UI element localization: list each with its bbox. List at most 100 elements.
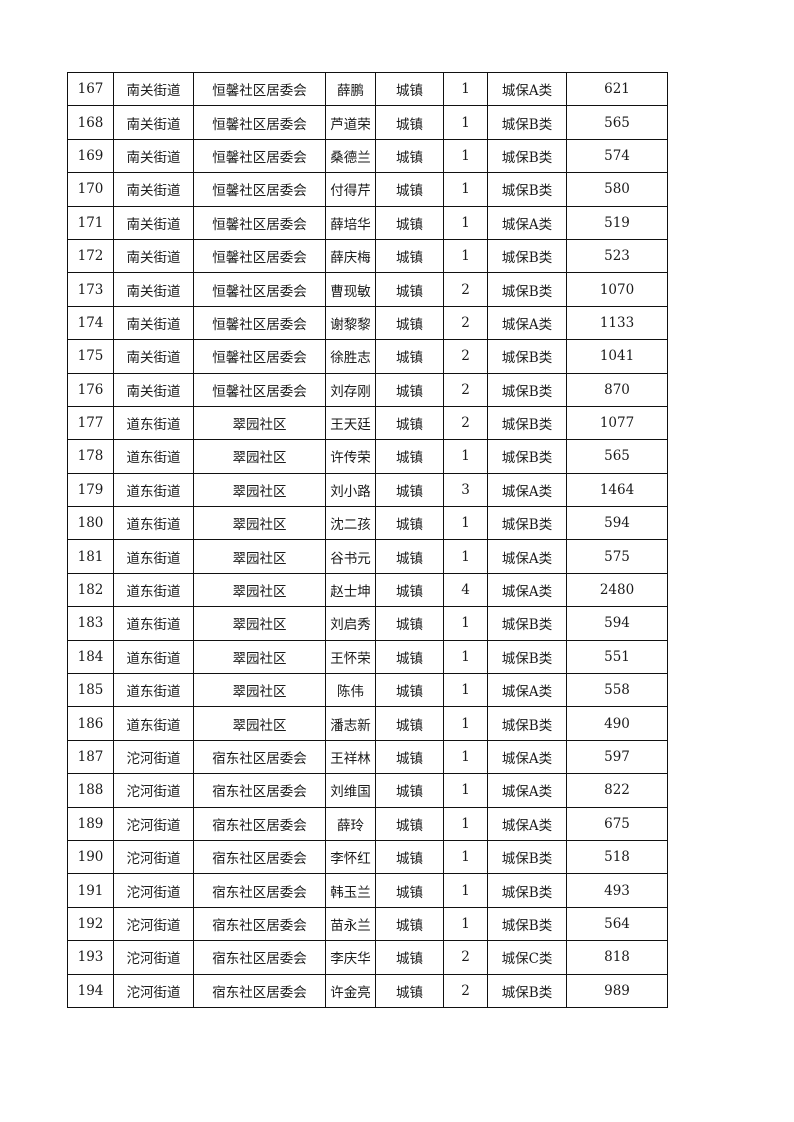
cell-community: 宿东社区居委会 <box>193 906 326 942</box>
cell-name: 许金亮 <box>325 973 376 1008</box>
cell-subdistrict: 道东街道 <box>113 706 194 741</box>
cell-area-type: 城镇 <box>375 138 444 174</box>
cell-row-number: 181 <box>67 539 114 574</box>
cell-community: 恒馨社区居委会 <box>193 138 326 174</box>
cell-household-size: 1 <box>443 238 488 274</box>
cell-subdistrict: 南关街道 <box>113 105 194 140</box>
cell-name: 薛玲 <box>325 806 376 841</box>
cell-amount: 1077 <box>566 405 668 441</box>
cell-name: 曹现敏 <box>325 272 376 307</box>
cell-category: 城保A类 <box>487 539 567 574</box>
cell-amount: 565 <box>566 439 668 474</box>
cell-subdistrict: 南关街道 <box>113 205 194 240</box>
cell-category: 城保B类 <box>487 105 567 140</box>
cell-row-number: 194 <box>67 973 114 1008</box>
cell-household-size: 2 <box>443 405 488 441</box>
cell-row-number: 177 <box>67 405 114 441</box>
cell-area-type: 城镇 <box>375 906 444 942</box>
cell-row-number: 190 <box>67 839 114 875</box>
cell-row-number: 171 <box>67 205 114 240</box>
cell-category: 城保B类 <box>487 439 567 474</box>
cell-area-type: 城镇 <box>375 205 444 240</box>
table-row: 192 沱河街道 宿东社区居委会 苗永兰 城镇 1 城保B类 564 <box>67 906 668 942</box>
cell-row-number: 178 <box>67 439 114 474</box>
cell-category: 城保A类 <box>487 673 567 708</box>
cell-amount: 523 <box>566 238 668 274</box>
cell-subdistrict: 南关街道 <box>113 339 194 374</box>
cell-community: 宿东社区居委会 <box>193 739 326 775</box>
cell-name: 王怀荣 <box>325 639 376 675</box>
table-row: 173 南关街道 恒馨社区居委会 曹现敏 城镇 2 城保B类 1070 <box>67 272 668 307</box>
cell-household-size: 1 <box>443 773 488 808</box>
cell-household-size: 1 <box>443 873 488 908</box>
cell-area-type: 城镇 <box>375 339 444 374</box>
cell-area-type: 城镇 <box>375 372 444 407</box>
cell-name: 徐胜志 <box>325 339 376 374</box>
cell-row-number: 186 <box>67 706 114 741</box>
cell-name: 芦道荣 <box>325 105 376 140</box>
cell-area-type: 城镇 <box>375 806 444 841</box>
cell-household-size: 1 <box>443 806 488 841</box>
cell-area-type: 城镇 <box>375 873 444 908</box>
table-row: 168 南关街道 恒馨社区居委会 芦道荣 城镇 1 城保B类 565 <box>67 105 668 140</box>
cell-community: 翠园社区 <box>193 439 326 474</box>
cell-subdistrict: 道东街道 <box>113 572 194 608</box>
cell-community: 翠园社区 <box>193 539 326 574</box>
cell-name: 谢黎黎 <box>325 305 376 341</box>
cell-area-type: 城镇 <box>375 439 444 474</box>
cell-subdistrict: 沱河街道 <box>113 940 194 975</box>
cell-community: 宿东社区居委会 <box>193 806 326 841</box>
cell-row-number: 192 <box>67 906 114 942</box>
table-row: 189 沱河街道 宿东社区居委会 薛玲 城镇 1 城保A类 675 <box>67 806 668 841</box>
cell-row-number: 167 <box>67 71 114 107</box>
table-row: 179 道东街道 翠园社区 刘小路 城镇 3 城保A类 1464 <box>67 472 668 508</box>
cell-subdistrict: 南关街道 <box>113 238 194 274</box>
cell-amount: 519 <box>566 205 668 240</box>
cell-community: 翠园社区 <box>193 506 326 541</box>
table-row: 182 道东街道 翠园社区 赵士坤 城镇 4 城保A类 2480 <box>67 572 668 608</box>
cell-community: 翠园社区 <box>193 572 326 608</box>
cell-row-number: 188 <box>67 773 114 808</box>
cell-amount: 1133 <box>566 305 668 341</box>
cell-area-type: 城镇 <box>375 472 444 508</box>
table-row: 178 道东街道 翠园社区 许传荣 城镇 1 城保B类 565 <box>67 439 668 474</box>
cell-household-size: 2 <box>443 339 488 374</box>
cell-household-size: 1 <box>443 706 488 741</box>
cell-category: 城保A类 <box>487 773 567 808</box>
data-table: 167 南关街道 恒馨社区居委会 薛鹏 城镇 1 城保A类 621 168 南关街道 恒馨社区居委会… <box>67 71 668 1008</box>
cell-name: 赵士坤 <box>325 572 376 608</box>
cell-name: 薛鹏 <box>325 71 376 107</box>
cell-household-size: 1 <box>443 138 488 174</box>
cell-household-size: 3 <box>443 472 488 508</box>
table-row: 185 道东街道 翠园社区 陈伟 城镇 1 城保A类 558 <box>67 673 668 708</box>
table-row: 177 道东街道 翠园社区 王天廷 城镇 2 城保B类 1077 <box>67 405 668 441</box>
cell-community: 恒馨社区居委会 <box>193 172 326 207</box>
cell-area-type: 城镇 <box>375 673 444 708</box>
cell-community: 宿东社区居委会 <box>193 873 326 908</box>
cell-community: 恒馨社区居委会 <box>193 272 326 307</box>
cell-row-number: 170 <box>67 172 114 207</box>
cell-row-number: 191 <box>67 873 114 908</box>
cell-community: 恒馨社区居委会 <box>193 372 326 407</box>
table-row: 172 南关街道 恒馨社区居委会 薛庆梅 城镇 1 城保B类 523 <box>67 238 668 274</box>
cell-category: 城保B类 <box>487 839 567 875</box>
cell-household-size: 1 <box>443 673 488 708</box>
cell-name: 苗永兰 <box>325 906 376 942</box>
cell-community: 宿东社区居委会 <box>193 773 326 808</box>
cell-area-type: 城镇 <box>375 639 444 675</box>
cell-community: 翠园社区 <box>193 405 326 441</box>
cell-household-size: 2 <box>443 372 488 407</box>
cell-subdistrict: 道东街道 <box>113 606 194 641</box>
cell-category: 城保A类 <box>487 572 567 608</box>
cell-community: 恒馨社区居委会 <box>193 305 326 341</box>
cell-name: 沈二孩 <box>325 506 376 541</box>
cell-subdistrict: 沱河街道 <box>113 906 194 942</box>
cell-category: 城保B类 <box>487 506 567 541</box>
cell-area-type: 城镇 <box>375 839 444 875</box>
cell-community: 恒馨社区居委会 <box>193 105 326 140</box>
cell-community: 恒馨社区居委会 <box>193 339 326 374</box>
table-row: 169 南关街道 恒馨社区居委会 桑德兰 城镇 1 城保B类 574 <box>67 138 668 174</box>
cell-community: 翠园社区 <box>193 606 326 641</box>
cell-household-size: 2 <box>443 973 488 1008</box>
cell-amount: 1464 <box>566 472 668 508</box>
